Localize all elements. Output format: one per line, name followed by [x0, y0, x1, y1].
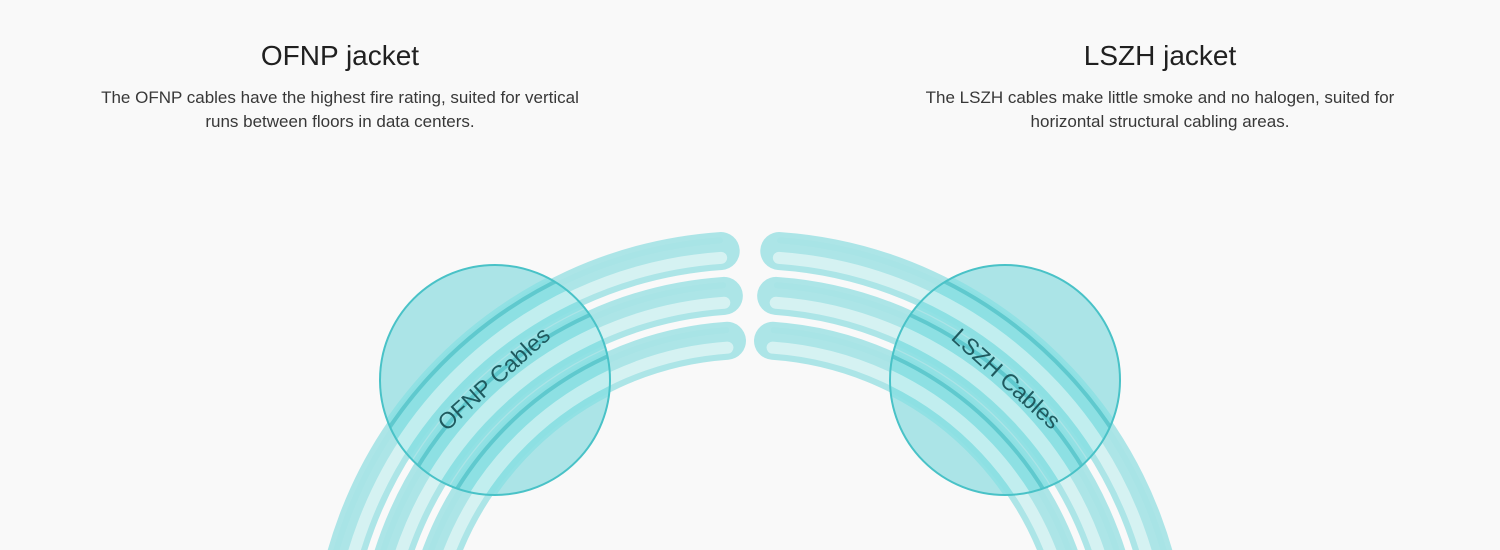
right-title: LSZH jacket: [920, 40, 1400, 72]
right-description: The LSZH cables make little smoke and no…: [920, 86, 1400, 134]
text-block-right: LSZH jacket The LSZH cables make little …: [920, 40, 1400, 134]
left-title: OFNP jacket: [100, 40, 580, 72]
text-block-left: OFNP jacket The OFNP cables have the hig…: [100, 40, 580, 134]
canvas: OFNP Cables LSZH Cables OFNP jacket The …: [0, 0, 1500, 550]
left-description: The OFNP cables have the highest fire ra…: [100, 86, 580, 134]
